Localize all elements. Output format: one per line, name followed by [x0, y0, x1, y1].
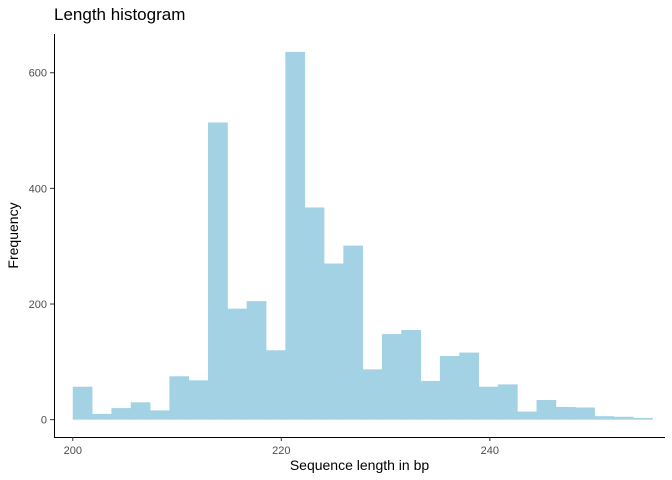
x-axis-title: Sequence length in bp [290, 457, 430, 473]
histogram-bar [285, 51, 306, 420]
histogram-bar [517, 411, 537, 420]
histogram-bar [613, 416, 634, 420]
histogram-bar [594, 416, 615, 420]
histogram-bar [536, 400, 557, 420]
histogram-bar [208, 122, 228, 420]
histogram-bar [459, 352, 479, 420]
histogram-bar [72, 386, 93, 420]
chart-title: Length histogram [54, 5, 186, 24]
histogram-bar [381, 334, 402, 420]
y-tick-label: 400 [29, 183, 47, 195]
histogram-bar [343, 245, 364, 420]
histogram-bar [439, 356, 460, 420]
histogram-bar [323, 263, 344, 420]
histogram-bar [478, 386, 499, 420]
histogram-bar [633, 417, 653, 420]
histogram-bar [111, 408, 132, 420]
histogram-bar [555, 406, 576, 420]
histogram-bar [169, 376, 190, 420]
histogram-bar [401, 330, 421, 420]
x-tick-label: 200 [64, 445, 82, 457]
y-tick-label: 200 [29, 299, 47, 311]
histogram-bar [150, 410, 170, 420]
x-axis-ticks: 200 220 240 [64, 437, 499, 457]
histogram-bar [420, 380, 441, 420]
histogram-bar [188, 380, 209, 420]
histogram-bar [362, 369, 383, 420]
x-tick-label: 240 [481, 445, 499, 457]
y-tick-label: 0 [41, 415, 47, 427]
x-tick-label: 220 [272, 445, 290, 457]
histogram-bar [246, 301, 267, 420]
histogram-bar [265, 350, 286, 420]
histogram-bar [304, 207, 325, 420]
bars-layer [72, 51, 653, 420]
y-axis-ticks: 0 200 400 600 [29, 68, 54, 427]
histogram-bar [497, 384, 518, 420]
histogram-bar [227, 308, 248, 420]
histogram-bar [92, 413, 112, 420]
y-axis-title: Frequency [5, 202, 21, 268]
y-tick-label: 600 [29, 68, 47, 80]
histogram-bar [130, 402, 151, 420]
histogram-bar [575, 407, 595, 420]
